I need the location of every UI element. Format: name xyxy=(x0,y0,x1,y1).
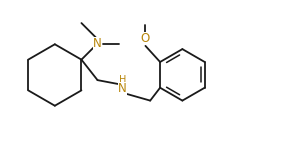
Text: H: H xyxy=(119,75,126,85)
Text: N: N xyxy=(93,37,102,50)
Text: O: O xyxy=(141,32,150,45)
Text: N: N xyxy=(118,81,127,94)
